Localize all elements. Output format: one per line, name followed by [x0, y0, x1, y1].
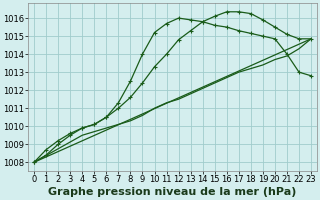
X-axis label: Graphe pression niveau de la mer (hPa): Graphe pression niveau de la mer (hPa) [48, 187, 297, 197]
